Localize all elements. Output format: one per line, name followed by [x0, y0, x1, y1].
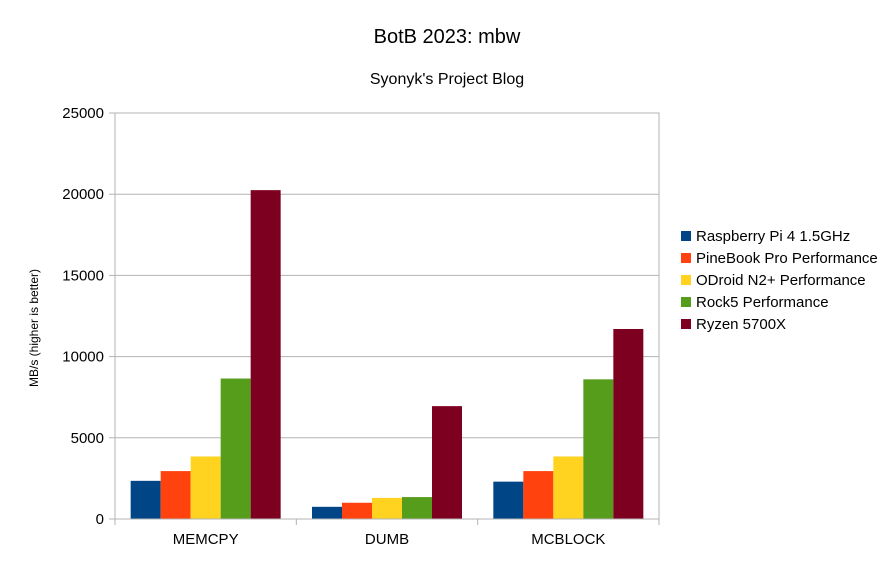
bar: [583, 379, 614, 519]
bar: [402, 497, 432, 519]
bar: [613, 328, 644, 519]
bar: [432, 406, 462, 519]
bar: [312, 506, 342, 519]
legend-label: Rock5 Performance: [696, 294, 829, 311]
legend-label: PineBook Pro Performance: [696, 250, 878, 267]
legend: Raspberry Pi 4 1.5GHz PineBook Pro Perfor…: [681, 228, 878, 333]
bar: [190, 456, 221, 519]
bar: [220, 378, 251, 519]
bar: [250, 190, 281, 519]
legend-swatch: [681, 231, 691, 241]
y-tick-label: 15000: [62, 267, 104, 284]
plot-area-border: [114, 112, 660, 520]
legend-label: Raspberry Pi 4 1.5GHz: [696, 228, 850, 245]
bar: [493, 481, 524, 519]
x-tick-label: MCBLOCK: [531, 531, 605, 548]
bar: [160, 471, 191, 519]
y-tick-label: 5000: [71, 430, 104, 447]
y-tick-label: 10000: [62, 349, 104, 366]
chart-subtitle: Syonyk's Project Blog: [370, 71, 524, 88]
bar: [523, 471, 554, 519]
legend-swatch: [681, 319, 691, 329]
chart-title: BotB 2023: mbw: [374, 26, 521, 48]
bar: [342, 502, 372, 519]
legend-swatch: [681, 275, 691, 285]
bar: [130, 480, 161, 519]
legend-label: Ryzen 5700X: [696, 316, 786, 333]
y-axis-label: MB/s (higher is better): [27, 269, 41, 387]
bars: [130, 190, 644, 519]
x-tick-label: DUMB: [365, 531, 409, 548]
bar: [553, 456, 584, 519]
legend-swatch: [681, 253, 691, 263]
y-tick-label: 20000: [62, 186, 104, 203]
legend-label: ODroid N2+ Performance: [696, 272, 866, 289]
x-tick-label: MEMCPY: [173, 531, 239, 548]
axes: 0 5000 10000 15000 20000 25000 MEMCPY DUMB MCBLO…: [62, 105, 660, 548]
y-tick-label: 0: [96, 511, 104, 528]
bar: [372, 497, 402, 519]
legend-swatch: [681, 297, 691, 307]
y-tick-label: 25000: [62, 105, 104, 122]
